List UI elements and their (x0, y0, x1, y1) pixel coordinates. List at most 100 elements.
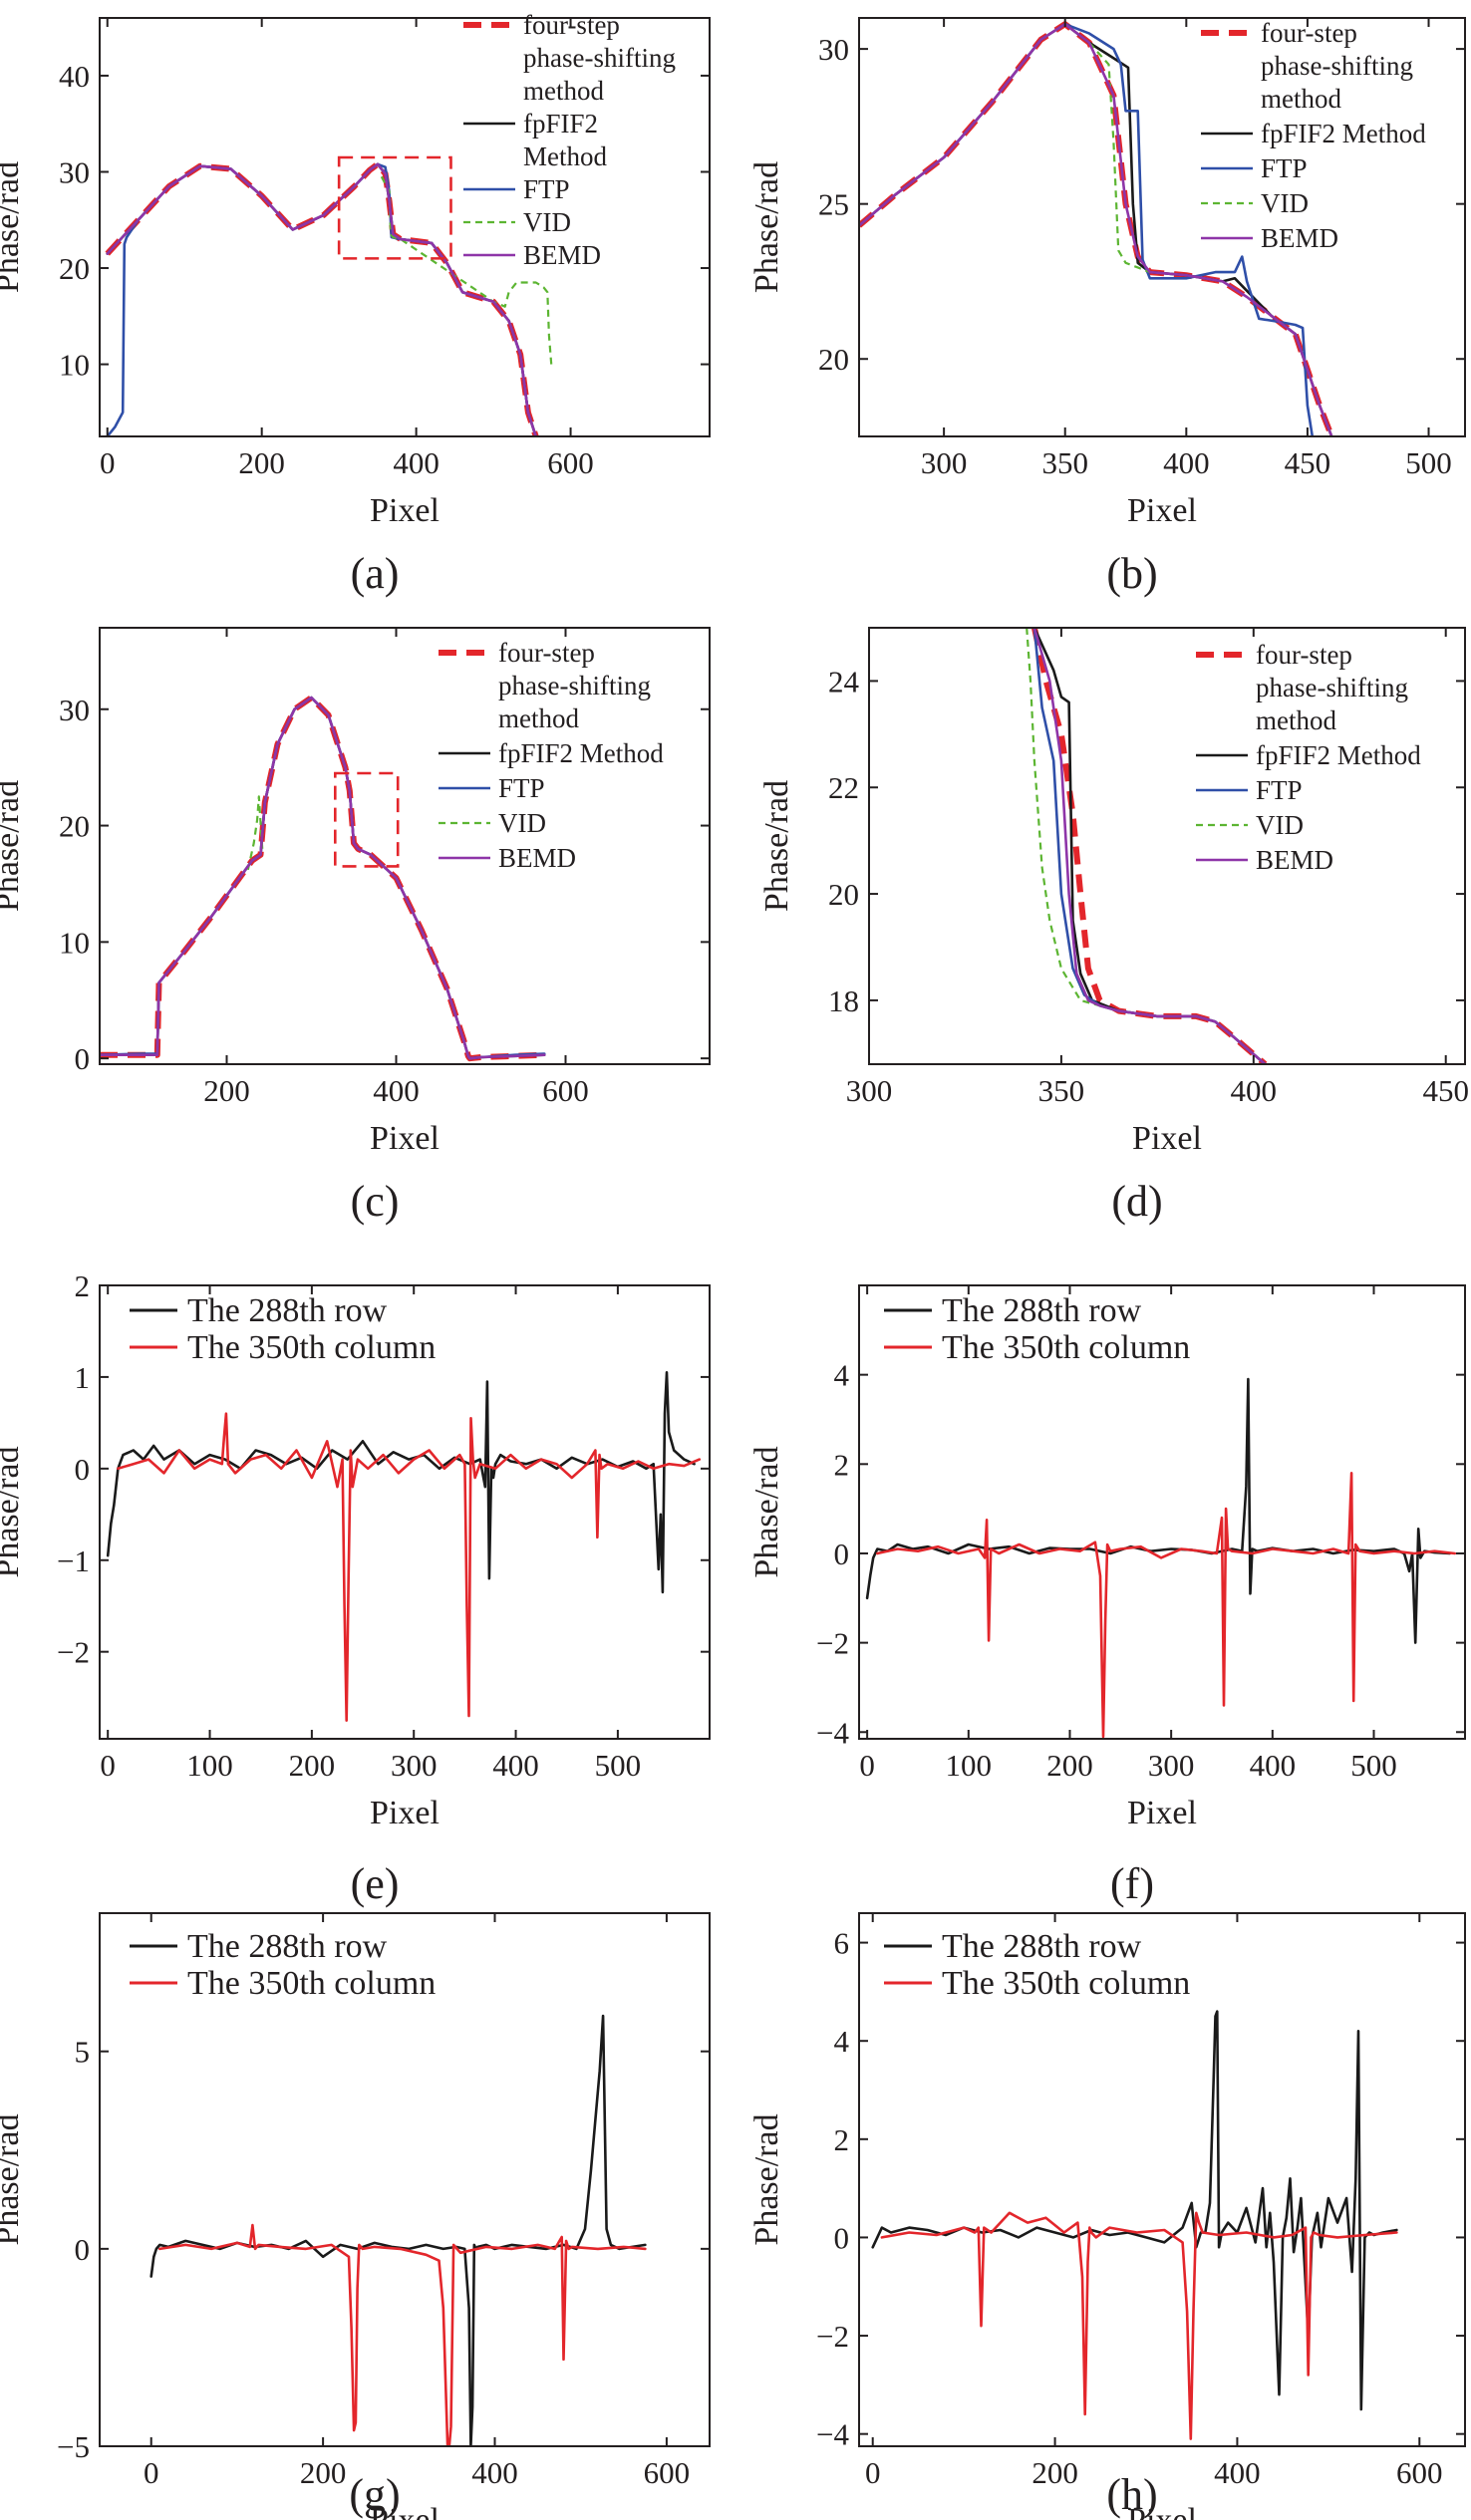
panel-f: 0 100 200 300 400 500 −4 −2 0 2 4 Pixel Phase/rad (f)… (748, 1284, 1466, 1908)
y-axis-label: Phase/rad (748, 1446, 785, 1577)
panel-caption: (h) (1106, 2470, 1157, 2519)
legend: four-step phase-shifting method fpFIF2 Meth… (1196, 640, 1421, 875)
y-axis-label: Phase/rad (758, 780, 795, 912)
y-axis-label: Phase/rad (0, 2113, 26, 2245)
legend-label: BEMD (523, 240, 601, 270)
axes-frame (858, 1912, 1466, 2447)
legend-label: The 350th column (942, 1965, 1190, 2002)
series-line-the-288th-row (106, 1371, 696, 1594)
legend-label: Method (523, 141, 607, 171)
plot-area (865, 1377, 1457, 1739)
legend-label: FTP (498, 773, 545, 803)
y-tick-label: −2 (816, 2319, 849, 2354)
plot-area (859, 21, 1334, 436)
series-line-the-350th-column (158, 2223, 647, 2446)
legend-label: phase-shifting (1256, 673, 1408, 702)
x-tick-label: 200 (203, 1073, 250, 1108)
x-axis-label: Pixel (1127, 492, 1197, 529)
legend: four-step phase-shifting method fpFIF2 Meth… (439, 638, 664, 873)
x-tick-label: 400 (471, 2455, 518, 2490)
legend-label: The 350th column (942, 1329, 1190, 1366)
x-tick-label: 400 (1163, 445, 1210, 480)
series-line-bemd (859, 22, 1333, 436)
series-line-the-350th-column (117, 1412, 702, 1722)
x-axis-label: Pixel (370, 2502, 440, 2520)
y-tick-label: 10 (59, 925, 90, 960)
y-tick-label: 2 (834, 1447, 850, 1482)
x-tick-label: 0 (100, 445, 116, 480)
legend-label: fpFIF2 Method (1256, 740, 1421, 770)
series-line-four-step-phase-shifting-method (105, 160, 539, 436)
x-tick-label: 500 (1350, 1748, 1397, 1783)
series-line-bemd (106, 162, 538, 436)
x-tick-label: 600 (542, 1073, 589, 1108)
y-tick-label: 20 (828, 877, 859, 912)
series-line-ftp (106, 162, 538, 436)
panel-caption: (f) (1110, 1859, 1154, 1908)
y-axis-label: Phase/rad (748, 2113, 785, 2245)
x-tick-label: 500 (1405, 445, 1452, 480)
legend-label: BEMD (1261, 223, 1338, 253)
axes-frame (858, 1284, 1466, 1740)
y-axis-label: Phase/rad (0, 780, 26, 912)
x-tick-label: 600 (644, 2455, 691, 2490)
x-tick-label: 300 (1148, 1748, 1195, 1783)
series-line-the-288th-row (865, 1377, 1451, 1644)
panel-caption: (d) (1111, 1177, 1162, 1226)
plot-area (106, 1371, 702, 1722)
x-axis-label: Pixel (1127, 2502, 1197, 2520)
series-line-fpfif2-method (106, 162, 538, 436)
y-tick-label: 0 (75, 1452, 91, 1487)
panel-e: 0 100 200 300 400 500 −2 −1 0 1 2 Pixel Phase/rad (e)… (0, 1268, 711, 1908)
legend-label: The 288th row (187, 1292, 388, 1329)
x-tick-label: 400 (393, 445, 440, 480)
x-axis-label: Pixel (370, 1120, 440, 1157)
y-tick-label: 25 (818, 187, 849, 222)
legend-label: phase-shifting (523, 43, 676, 73)
legend-label: method (1256, 705, 1336, 735)
x-tick-label: 300 (391, 1748, 438, 1783)
legend-label: method (1261, 84, 1341, 114)
series-line-ftp (859, 22, 1315, 436)
legend: four-stepphase-shiftingmethodfpFIF2Metho… (463, 10, 676, 270)
legend-label: four-step (1261, 18, 1357, 48)
legend-label: The 288th row (942, 1292, 1142, 1329)
legend-label: fpFIF2 (523, 109, 598, 139)
legend-label: four-step (523, 10, 620, 40)
legend-label: The 350th column (187, 1329, 436, 1366)
x-axis-label: Pixel (1132, 1120, 1202, 1157)
legend-label: FTP (1261, 153, 1308, 183)
y-tick-label: −2 (57, 1635, 90, 1670)
panel-d: 300 350 400 450 18 20 22 24 Pixel Phase/rad (d) fou… (758, 627, 1469, 1226)
y-tick-label: 4 (834, 1358, 850, 1393)
y-tick-label: −5 (57, 2429, 90, 2464)
axes-frame (99, 17, 711, 437)
x-tick-label: 450 (1422, 1073, 1469, 1108)
legend-label: VID (1261, 188, 1309, 218)
panel-b: 300 350 400 450 500 20 25 30 Pixel Phase/rad (b) fo… (748, 17, 1466, 598)
x-tick-label: 200 (300, 2455, 347, 2490)
x-tick-label: 0 (859, 1748, 875, 1783)
axes-frame (99, 627, 711, 1065)
x-tick-label: 200 (238, 445, 285, 480)
series-line-vid (380, 175, 553, 365)
y-tick-label: 24 (828, 664, 860, 699)
axes-frame (858, 17, 1466, 437)
series-line-fpfif2-method (1032, 628, 1267, 1064)
x-tick-label: 400 (1231, 1073, 1278, 1108)
series-line-the-350th-column (875, 1472, 1457, 1739)
series-line-bemd (1032, 628, 1267, 1064)
series-line-four-step-phase-shifting-method (100, 695, 545, 1062)
x-tick-label: 200 (1046, 1748, 1093, 1783)
series-line-four-step-phase-shifting-method (1030, 628, 1268, 1064)
x-tick-label: 0 (144, 2455, 159, 2490)
legend-label: phase-shifting (498, 671, 651, 700)
legend-label: VID (1256, 810, 1304, 840)
x-tick-label: 350 (1041, 445, 1088, 480)
y-axis-label: Phase/rad (0, 1446, 26, 1577)
x-tick-label: 600 (547, 445, 594, 480)
legend-label: VID (523, 207, 571, 237)
